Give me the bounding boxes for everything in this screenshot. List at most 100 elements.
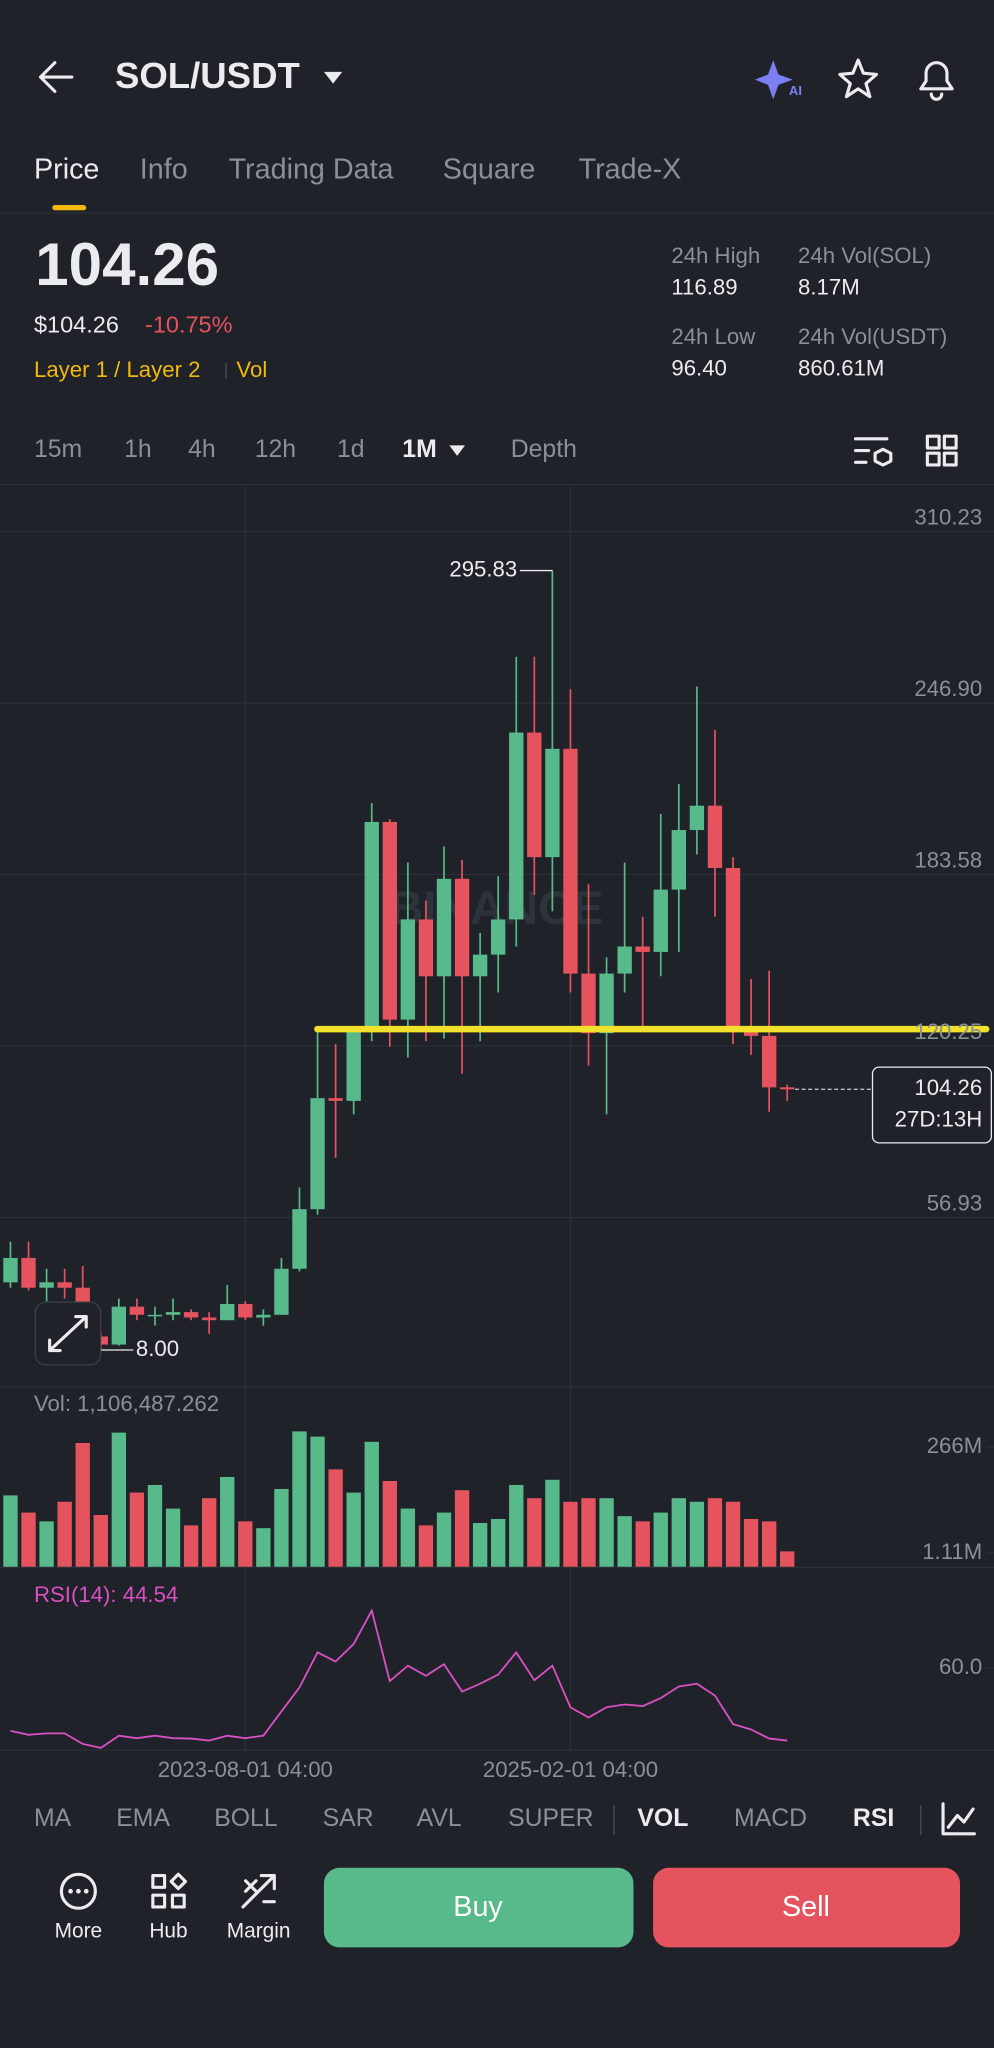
- volume-bar: [147, 1484, 163, 1568]
- y-tick-label: 56.93: [927, 1190, 983, 1215]
- more-button[interactable]: More: [55, 1872, 103, 1942]
- action-label: Margin: [227, 1919, 291, 1942]
- candle-body: [21, 1257, 36, 1288]
- candle-body: [364, 821, 379, 1031]
- volume-bar: [165, 1508, 181, 1568]
- candle-body: [725, 867, 741, 1028]
- volume-bar: [292, 1431, 307, 1568]
- stat-value: 860.61M: [798, 355, 884, 380]
- volume-bar: [201, 1498, 217, 1568]
- rsi-tick-label: 60.0: [939, 1654, 982, 1679]
- volume-bar: [111, 1432, 127, 1568]
- indicator[interactable]: MACD: [734, 1805, 807, 1832]
- candle-body: [491, 919, 506, 955]
- candle-body: [671, 830, 687, 890]
- volume-bar: [418, 1525, 434, 1568]
- last-price-label: 104.26: [914, 1075, 982, 1100]
- volume-bar: [599, 1498, 614, 1568]
- hub-button[interactable]: Hub: [149, 1872, 188, 1942]
- interval[interactable]: Depth: [511, 436, 577, 463]
- indicator-active[interactable]: VOL: [637, 1805, 688, 1832]
- hub-icon: [151, 1872, 188, 1909]
- volume-bar: [400, 1508, 416, 1568]
- buy-label: Buy: [453, 1891, 503, 1923]
- tag[interactable]: Vol: [236, 357, 267, 382]
- interval[interactable]: 4h: [188, 436, 216, 463]
- stat-label: 24h Vol(USDT): [798, 324, 947, 349]
- candle-body: [292, 1209, 307, 1269]
- stat-value: 8.17M: [798, 275, 860, 300]
- tab[interactable]: Square: [443, 154, 536, 186]
- sell-button[interactable]: Sell: [653, 1867, 961, 1948]
- ai-button[interactable]: AI: [754, 60, 802, 100]
- buy-button[interactable]: Buy: [323, 1867, 634, 1948]
- candle-body: [707, 805, 723, 868]
- volume-bar: [509, 1484, 524, 1568]
- interval[interactable]: 12h: [255, 436, 296, 463]
- candle-body: [472, 954, 488, 977]
- countdown-label: 27D:13H: [895, 1107, 983, 1132]
- indicator[interactable]: AVL: [417, 1805, 462, 1832]
- tab[interactable]: Price: [34, 154, 99, 186]
- indicator[interactable]: EMA: [116, 1805, 170, 1832]
- volume-bar: [617, 1516, 632, 1568]
- pair-dropdown[interactable]: [323, 71, 343, 84]
- volume-bar: [436, 1512, 452, 1568]
- volume-bar: [328, 1469, 343, 1568]
- candle-body: [761, 1035, 777, 1088]
- volume-bar: [491, 1518, 506, 1568]
- margin-button[interactable]: Margin: [227, 1874, 291, 1943]
- interval-selected[interactable]: 1M: [402, 436, 436, 463]
- expand-button[interactable]: [34, 1301, 102, 1366]
- ai-icon-text: AI: [789, 83, 802, 98]
- indicator[interactable]: SAR: [323, 1805, 374, 1832]
- volume-bar: [57, 1501, 72, 1568]
- volume-bar: [346, 1492, 361, 1568]
- stat-label: 24h Low: [671, 324, 756, 349]
- interval-dropdown[interactable]: [449, 445, 465, 456]
- chart-settings[interactable]: [853, 437, 893, 467]
- candle-body: [454, 878, 470, 977]
- tag[interactable]: Layer 1 / Layer 2: [34, 357, 201, 382]
- favorite-button[interactable]: [838, 58, 878, 99]
- price-change: -10.75%: [145, 312, 233, 338]
- low-label: 8.00: [136, 1336, 179, 1361]
- volume-bar: [725, 1501, 741, 1568]
- tab[interactable]: Info: [140, 154, 188, 186]
- indicator-active[interactable]: RSI: [853, 1805, 894, 1832]
- last-price: 104.26: [35, 231, 219, 298]
- volume-bar: [3, 1495, 18, 1568]
- candle-body: [129, 1306, 145, 1315]
- candle-body: [382, 821, 397, 1020]
- interval[interactable]: 1h: [124, 436, 152, 463]
- high-label: 295.83: [449, 556, 517, 581]
- tab-indicator: [52, 205, 87, 211]
- sell-background: [653, 1867, 961, 1948]
- alert-button[interactable]: [919, 61, 954, 101]
- interval[interactable]: 15m: [34, 436, 82, 463]
- indicator[interactable]: SUPER: [508, 1805, 593, 1832]
- candle-body: [147, 1314, 163, 1317]
- last-price-box: [871, 1066, 993, 1144]
- tab[interactable]: Trade-X: [579, 154, 682, 186]
- interval[interactable]: 1d: [337, 436, 365, 463]
- volume-bar: [310, 1436, 325, 1568]
- margin-icon: [241, 1874, 276, 1909]
- y-tick-label: 183.58: [914, 847, 982, 872]
- stat-value: 116.89: [671, 275, 737, 300]
- volume-bar: [671, 1498, 687, 1568]
- tab[interactable]: Trading Data: [229, 154, 394, 186]
- indicator[interactable]: BOLL: [214, 1805, 277, 1832]
- volume-bar: [129, 1492, 145, 1568]
- candle-body: [274, 1268, 289, 1315]
- volume-tick-label: 1.11M: [922, 1539, 982, 1564]
- action-label: More: [55, 1919, 103, 1942]
- pair-title[interactable]: SOL/USDT: [115, 55, 300, 96]
- indicator[interactable]: MA: [34, 1805, 72, 1832]
- buy-background: [323, 1867, 634, 1948]
- back-button[interactable]: [38, 61, 74, 93]
- indicator-settings[interactable]: [941, 1802, 976, 1836]
- layout-button[interactable]: [925, 434, 958, 467]
